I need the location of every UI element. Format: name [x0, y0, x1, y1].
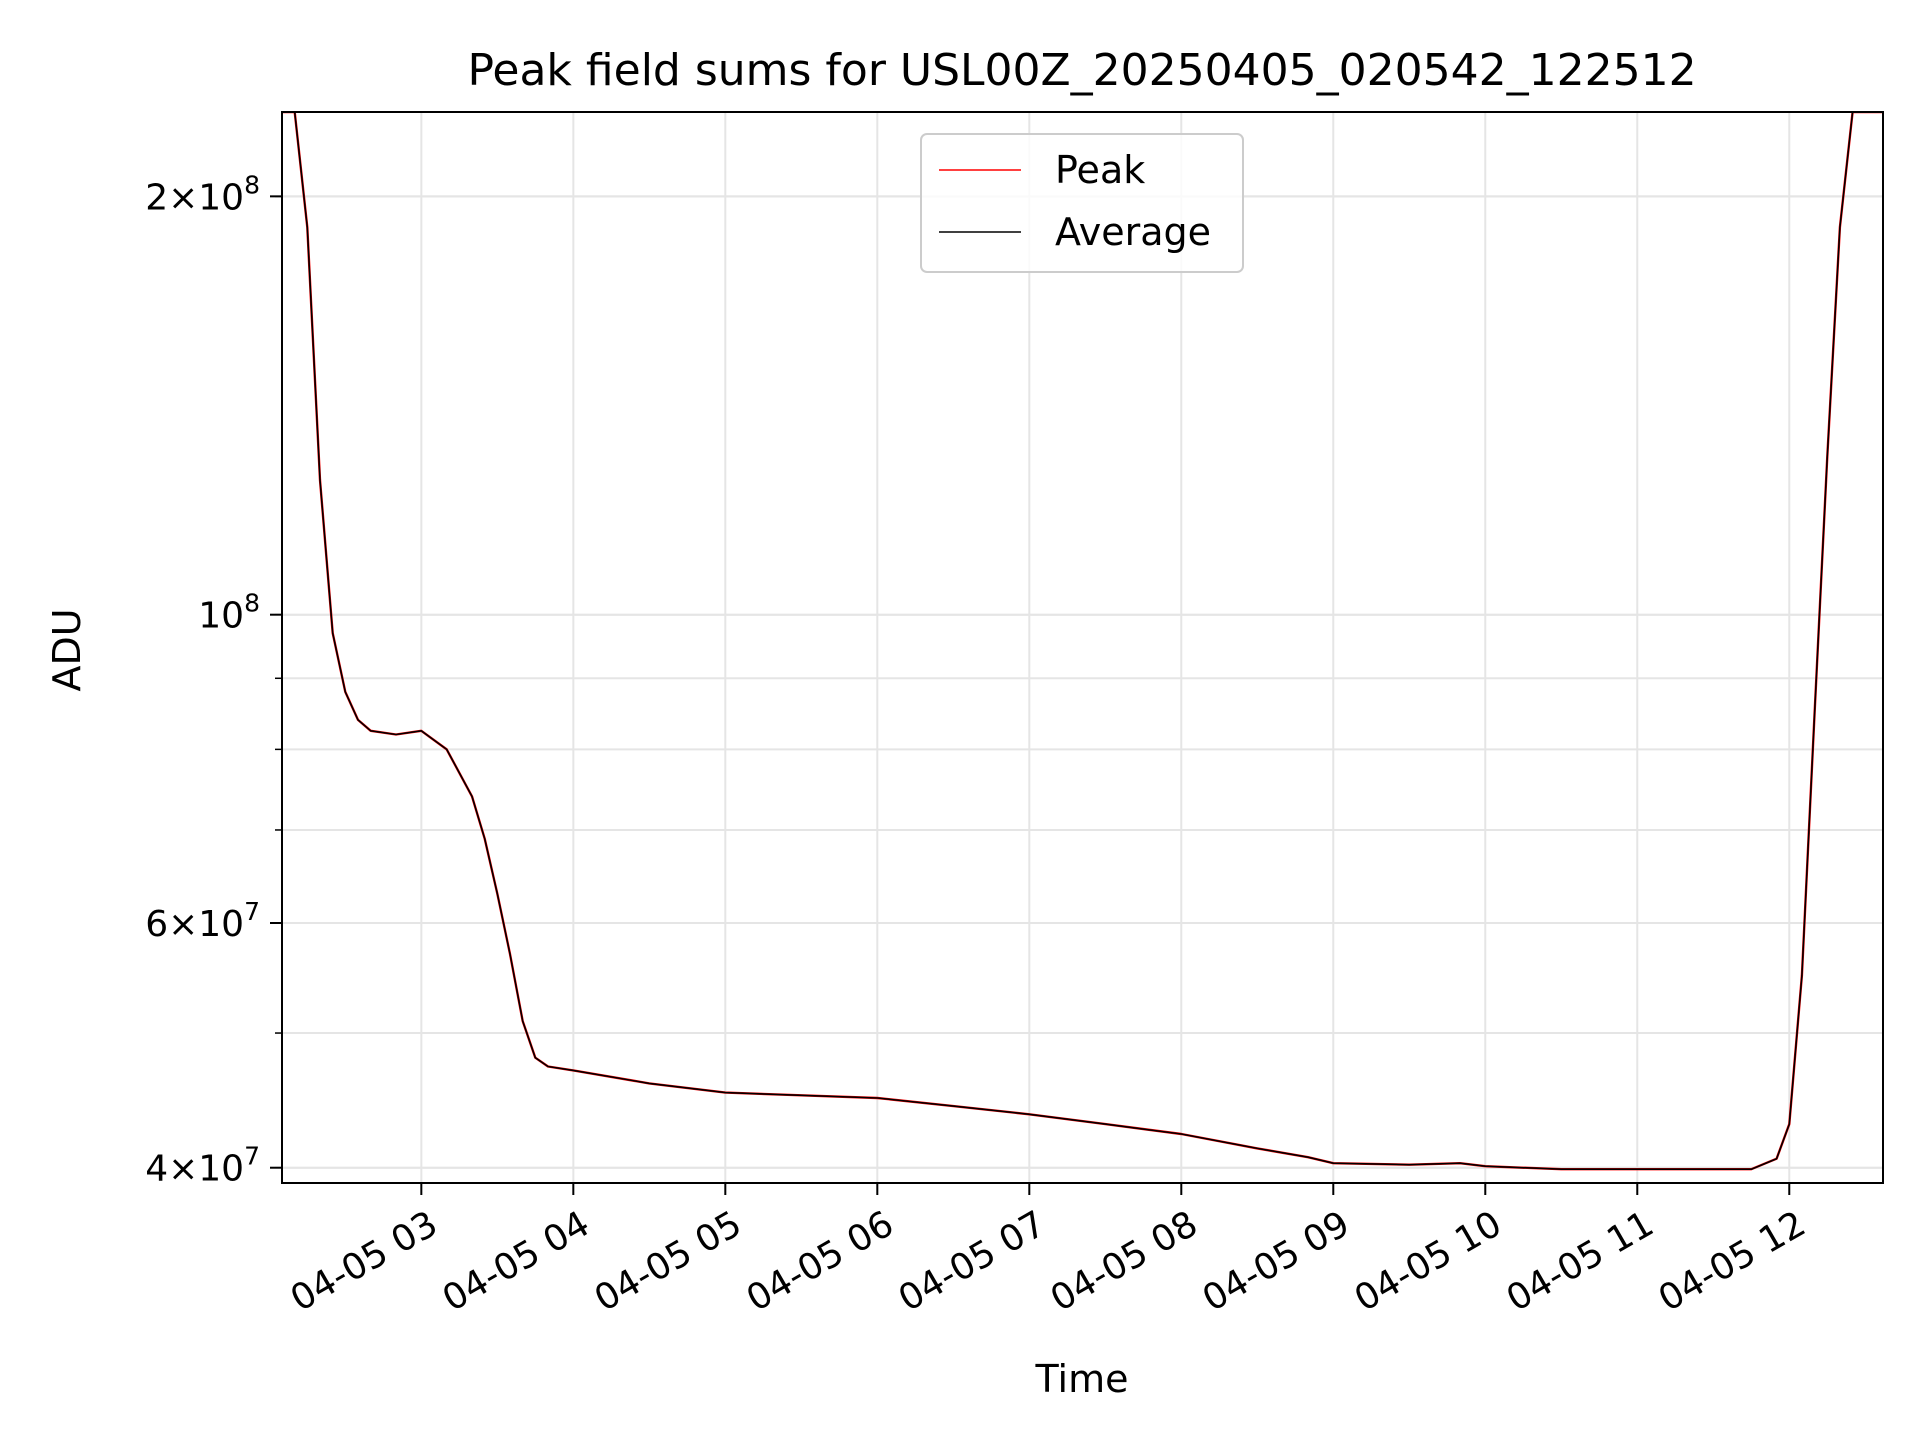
- legend-label-average: Average: [1055, 210, 1211, 254]
- y-tick-label: 4×107: [145, 1142, 260, 1190]
- x-axis-label: Time: [1035, 1357, 1129, 1401]
- series-line-average: [282, 112, 1883, 1170]
- legend: Peak Average: [920, 133, 1244, 273]
- y-tick-label: 6×107: [145, 897, 260, 945]
- y-tick-label: 108: [198, 589, 260, 637]
- legend-box: [920, 133, 1244, 273]
- y-tick-label: 2×108: [145, 170, 260, 218]
- plot-frame: [281, 111, 1884, 1184]
- series-layer: [282, 112, 1883, 1171]
- legend-label-peak: Peak: [1055, 148, 1145, 192]
- chart-title: Peak field sums for USL00Z_20250405_0205…: [467, 45, 1696, 96]
- y-axis-label: ADU: [45, 608, 89, 691]
